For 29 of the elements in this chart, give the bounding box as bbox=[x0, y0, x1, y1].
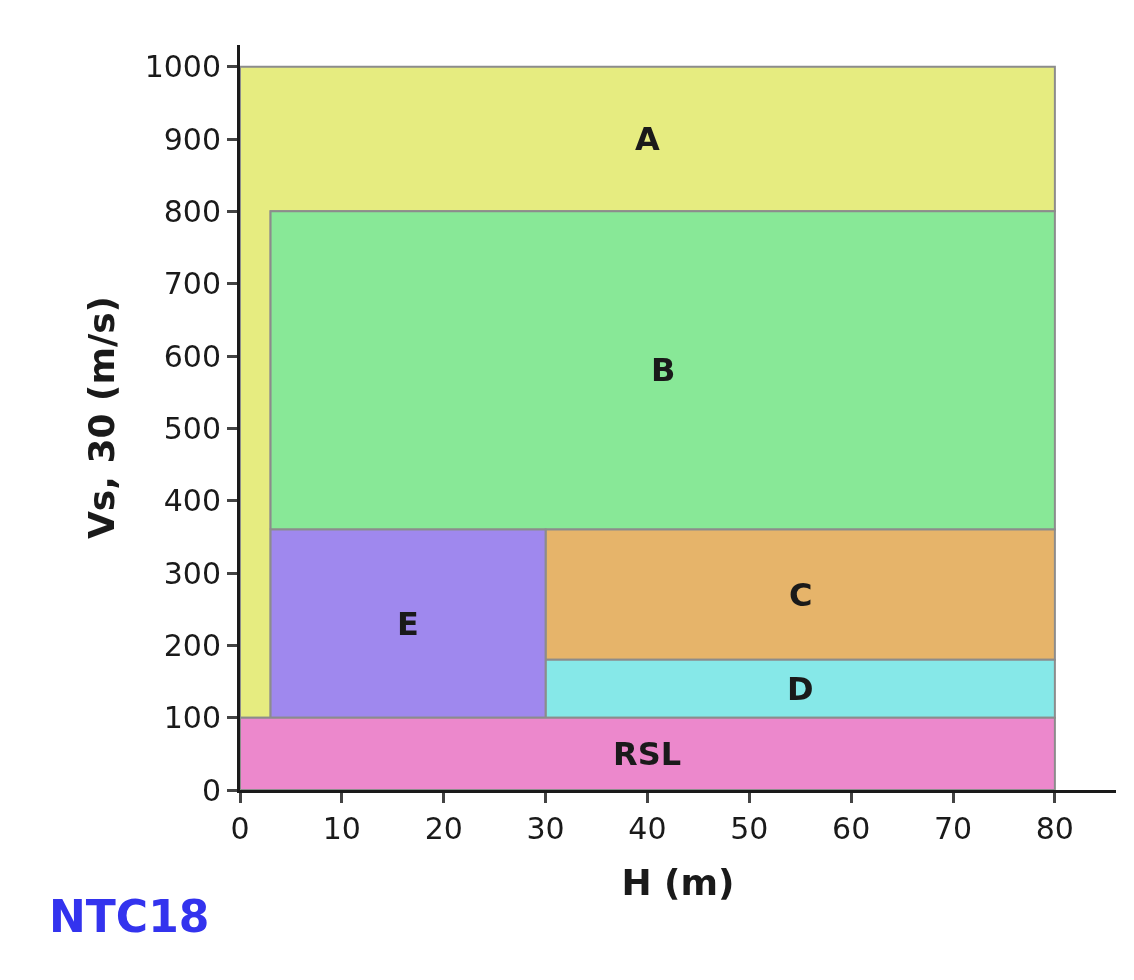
x-axis-title: H (m) bbox=[621, 861, 735, 903]
y-tick-label: 0 bbox=[201, 772, 221, 808]
x-tick-label: 40 bbox=[628, 811, 667, 846]
x-tick-label: 80 bbox=[1035, 811, 1074, 846]
y-tick-label: 500 bbox=[163, 410, 221, 446]
x-tick-label: 60 bbox=[832, 811, 871, 846]
series-label: D bbox=[787, 670, 814, 708]
series-label: RSL bbox=[613, 735, 682, 773]
x-tick-label: 0 bbox=[230, 811, 250, 846]
y-tick-label: 800 bbox=[163, 193, 221, 229]
x-tick-label: 10 bbox=[322, 811, 361, 846]
series-label: C bbox=[789, 576, 813, 614]
x-tick-label: 30 bbox=[526, 811, 565, 846]
y-tick-label: 600 bbox=[163, 338, 221, 374]
series-label: E bbox=[397, 605, 419, 643]
y-tick-label: 200 bbox=[163, 627, 221, 663]
series-label: A bbox=[635, 120, 660, 158]
x-tick-label: 20 bbox=[424, 811, 463, 846]
series-label: B bbox=[651, 351, 676, 389]
y-axis-title: Vs, 30 (m/s) bbox=[80, 295, 122, 540]
y-tick-label: 300 bbox=[163, 555, 221, 591]
x-tick-label: 70 bbox=[933, 811, 973, 846]
y-tick-label: 400 bbox=[163, 483, 221, 519]
y-tick-label: 900 bbox=[163, 121, 221, 157]
text: NTC18 bbox=[49, 891, 210, 942]
x-tick-label: 50 bbox=[730, 811, 769, 846]
y-tick-label: 100 bbox=[163, 700, 221, 736]
y-tick-label: 1000 bbox=[144, 49, 221, 85]
y-tick-label: 700 bbox=[163, 266, 221, 302]
